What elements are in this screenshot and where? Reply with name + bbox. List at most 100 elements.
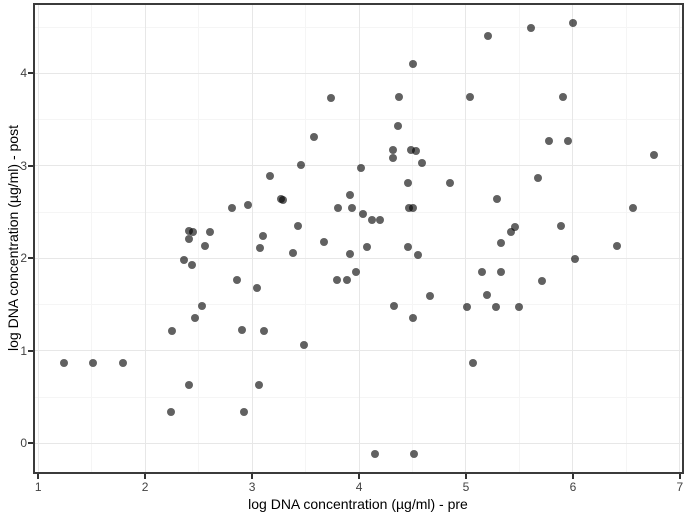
data-point [300, 341, 309, 350]
data-point [179, 256, 188, 265]
data-point [259, 326, 268, 335]
data-point [333, 203, 342, 212]
y-tick-label: 0 [20, 436, 27, 451]
data-point [238, 325, 247, 334]
data-point [527, 24, 536, 33]
data-point [367, 216, 376, 225]
data-point [628, 204, 637, 213]
data-point [351, 268, 360, 277]
data-point [466, 93, 475, 102]
data-point [390, 302, 399, 311]
data-point [393, 122, 402, 131]
data-point [294, 222, 303, 231]
data-point [469, 358, 478, 367]
x-major-gridline [358, 5, 360, 472]
data-point [483, 291, 492, 300]
data-point [411, 147, 420, 156]
data-point [463, 303, 472, 312]
data-point [88, 358, 97, 367]
y-minor-gridline [35, 396, 682, 398]
data-point [394, 93, 403, 102]
data-point [413, 250, 422, 259]
y-major-gridline [35, 72, 682, 74]
y-major-gridline [35, 442, 682, 444]
y-tick-label: 1 [20, 343, 27, 358]
y-minor-gridline [35, 26, 682, 28]
x-major-gridline [37, 5, 39, 472]
y-tick-label: 3 [20, 158, 27, 173]
data-point [227, 203, 236, 212]
data-point [533, 173, 542, 182]
x-tick-label: 3 [248, 480, 256, 494]
y-tick-label: 4 [20, 66, 27, 81]
data-point [206, 228, 215, 237]
data-point [545, 136, 554, 145]
x-tick-label: 5 [462, 480, 470, 494]
y-minor-gridline [35, 304, 682, 306]
data-point [371, 450, 380, 459]
data-point [288, 248, 297, 257]
y-minor-gridline [35, 119, 682, 121]
x-major-gridline [144, 5, 146, 472]
data-point [571, 255, 580, 264]
x-major-gridline [572, 5, 574, 472]
x-minor-gridline [91, 5, 93, 472]
data-point [389, 153, 398, 162]
x-major-gridline [251, 5, 253, 472]
x-tick-label: 2 [141, 480, 149, 494]
x-minor-gridline [518, 5, 520, 472]
data-point [497, 268, 506, 277]
data-point [408, 60, 417, 69]
data-point [166, 407, 175, 416]
data-point [497, 238, 506, 247]
x-minor-gridline [198, 5, 200, 472]
data-point [343, 275, 352, 284]
x-tick-label: 4 [355, 480, 363, 494]
data-point [167, 326, 176, 335]
y-major-gridline [35, 257, 682, 259]
y-tick-label: 2 [20, 251, 27, 266]
data-point [258, 232, 267, 241]
y-minor-gridline [35, 211, 682, 213]
x-minor-gridline [412, 5, 413, 472]
data-point [491, 303, 500, 312]
data-point [506, 227, 515, 236]
data-point [310, 133, 319, 142]
x-tick-mark [678, 474, 681, 479]
data-point [537, 276, 546, 285]
data-point [201, 242, 210, 251]
data-point [407, 146, 416, 155]
x-tick-mark [571, 474, 574, 479]
plot-panel [33, 3, 684, 474]
data-point [389, 146, 398, 155]
data-point [359, 209, 368, 218]
y-tick-mark [28, 442, 33, 445]
data-point [188, 260, 197, 269]
data-point [239, 407, 248, 416]
x-axis-title: log DNA concentration (µg/ml) - pre [248, 496, 468, 512]
x-tick-mark [144, 474, 147, 479]
data-point [376, 216, 385, 225]
y-tick-mark [28, 72, 33, 75]
data-point [197, 302, 206, 311]
data-point [184, 226, 193, 235]
data-point [408, 314, 417, 323]
data-point [492, 195, 501, 204]
data-point [297, 160, 306, 169]
data-point [408, 204, 417, 213]
data-point [418, 159, 427, 168]
x-tick-label: 1 [34, 480, 42, 494]
data-point [59, 358, 68, 367]
data-point [266, 172, 275, 181]
x-minor-gridline [625, 5, 627, 472]
data-point [445, 179, 454, 188]
data-point [243, 200, 252, 209]
data-point [233, 275, 242, 284]
data-point [409, 450, 418, 459]
x-major-gridline [465, 5, 467, 472]
data-point [332, 275, 341, 284]
data-point [563, 136, 572, 145]
data-point [559, 92, 568, 101]
y-tick-mark [28, 349, 33, 352]
data-point [568, 18, 577, 27]
